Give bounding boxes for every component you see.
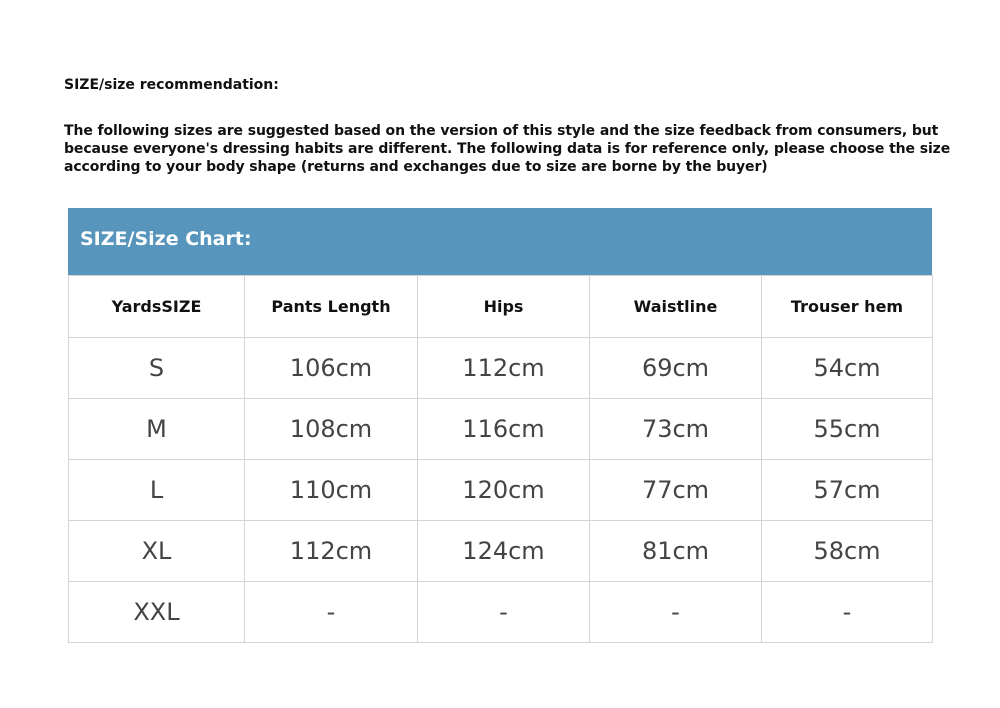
chart-title: SIZE/Size Chart: (80, 228, 252, 250)
table-cell: 77cm (589, 459, 762, 521)
table-row: M 108cm 116cm 73cm 55cm (68, 398, 933, 460)
table-cell: - (589, 581, 762, 643)
column-header: Pants Length (244, 275, 418, 338)
table-cell: M (68, 398, 245, 460)
column-header: Trouser hem (761, 275, 933, 338)
table-cell: 112cm (417, 337, 590, 399)
table-cell: L (68, 459, 245, 521)
table-cell: 116cm (417, 398, 590, 460)
table-cell: 57cm (761, 459, 933, 521)
table-cell: S (68, 337, 245, 399)
recommendation-title: SIZE/size recommendation: (64, 77, 279, 93)
table-cell: 110cm (244, 459, 418, 521)
table-row: XL 112cm 124cm 81cm 58cm (68, 520, 933, 582)
table-cell: XL (68, 520, 245, 582)
table-cell: 108cm (244, 398, 418, 460)
table-cell: 106cm (244, 337, 418, 399)
table-row: XXL - - - - (68, 581, 933, 643)
table-row: S 106cm 112cm 69cm 54cm (68, 337, 933, 399)
table-cell: - (417, 581, 590, 643)
table-cell: XXL (68, 581, 245, 643)
table-cell: - (761, 581, 933, 643)
table-cell: 120cm (417, 459, 590, 521)
column-header: YardsSIZE (68, 275, 245, 338)
column-header: Hips (417, 275, 590, 338)
table-cell: 69cm (589, 337, 762, 399)
table-cell: 124cm (417, 520, 590, 582)
column-header: Waistline (589, 275, 762, 338)
size-table: YardsSIZE Pants Length Hips Waistline Trouse… (68, 275, 933, 643)
table-cell: 112cm (244, 520, 418, 582)
table-cell: 81cm (589, 520, 762, 582)
table-cell: 54cm (761, 337, 933, 399)
table-cell: - (244, 581, 418, 643)
table-cell: 58cm (761, 520, 933, 582)
header-row: YardsSIZE Pants Length Hips Waistline Trouse… (68, 275, 933, 338)
table-row: L 110cm 120cm 77cm 57cm (68, 459, 933, 521)
description-text: The following sizes are suggested based … (64, 123, 951, 175)
table-cell: 55cm (761, 398, 933, 460)
chart-header-band: SIZE/Size Chart: (68, 208, 932, 275)
table-cell: 73cm (589, 398, 762, 460)
